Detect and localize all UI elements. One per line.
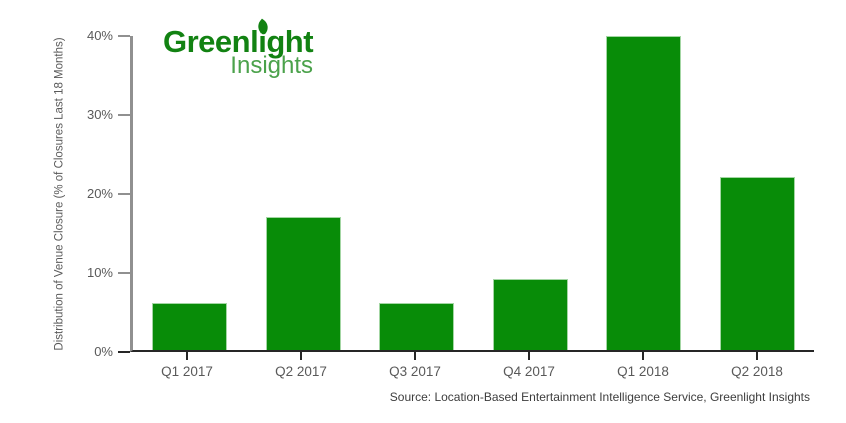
y-tick-mark — [118, 114, 130, 116]
x-tick-label: Q1 2018 — [617, 364, 669, 379]
bar-q3-2017 — [379, 302, 455, 350]
y-tick-label: 30% — [86, 107, 113, 122]
bar-slot — [247, 36, 361, 350]
x-tick-mark — [756, 352, 758, 360]
logo: Greenlight Insights — [163, 18, 314, 79]
bar-slot — [360, 36, 474, 350]
bars-row — [133, 36, 814, 350]
y-tick-label: 10% — [86, 265, 113, 280]
logo-wordmark-primary: Greenlight — [163, 24, 314, 59]
x-tick-mark — [642, 352, 644, 360]
y-tick-mark — [118, 193, 130, 195]
x-tick-mark — [300, 352, 302, 360]
bar-slot — [587, 36, 701, 350]
y-tick-label: 0% — [94, 344, 113, 359]
x-tick-label: Q4 2017 — [503, 364, 555, 379]
bar-q1-2017 — [152, 302, 228, 350]
x-tick-label: Q2 2017 — [275, 364, 327, 379]
y-tick-mark — [118, 351, 130, 353]
x-tick-mark — [186, 352, 188, 360]
bar-slot — [474, 36, 588, 350]
x-tick-label: Q2 2018 — [731, 364, 783, 379]
y-tick-mark — [118, 272, 130, 274]
y-tick-mark — [118, 35, 130, 37]
x-tick-mark — [414, 352, 416, 360]
bar-q2-2017 — [265, 216, 341, 350]
bar-q1-2018 — [606, 36, 682, 350]
bar-slot — [701, 36, 815, 350]
bar-slot — [133, 36, 247, 350]
x-tick-mark — [528, 352, 530, 360]
y-tick-label: 20% — [86, 186, 113, 201]
x-tick-label: Q1 2017 — [161, 364, 213, 379]
bar-q4-2017 — [492, 279, 568, 350]
y-tick-label: 40% — [86, 28, 113, 43]
bar-q2-2018 — [719, 177, 795, 350]
plot-area — [130, 36, 814, 352]
source-note: Source: Location-Based Entertainment Int… — [389, 390, 810, 404]
logo-wordmark-secondary: Insights — [230, 52, 314, 79]
x-tick-label: Q3 2017 — [389, 364, 441, 379]
